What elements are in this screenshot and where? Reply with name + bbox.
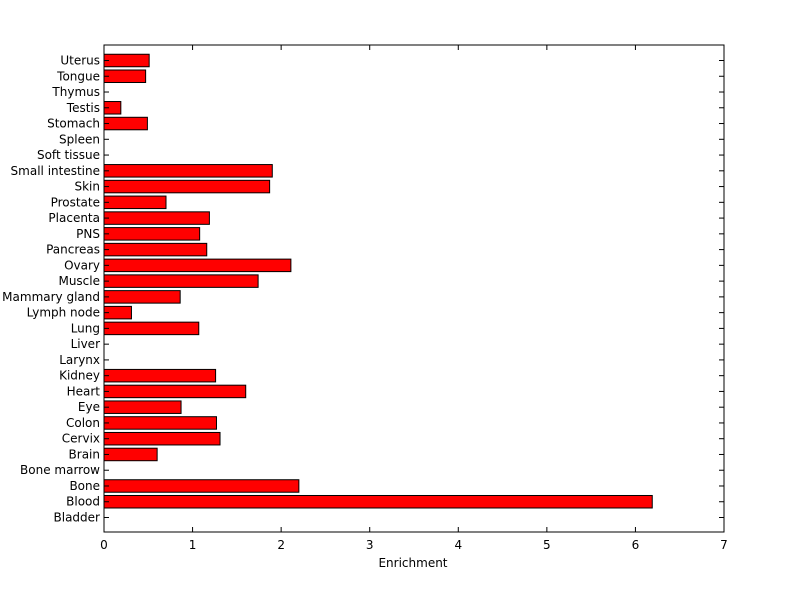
- x-axis-title: Enrichment: [378, 556, 447, 570]
- x-tick-label-1: 1: [189, 538, 197, 552]
- y-tick-label-larynx: Larynx: [59, 353, 100, 367]
- y-tick-label-stomach: Stomach: [47, 117, 100, 131]
- bar-ovary: [103, 258, 292, 273]
- y-tick-label-uterus: Uterus: [60, 54, 100, 68]
- bar-cervix: [103, 431, 221, 446]
- x-tick-label-6: 6: [632, 538, 640, 552]
- y-tick-label-bone: Bone: [69, 479, 100, 493]
- y-tick-label-placenta: Placenta: [48, 211, 100, 225]
- bar-blood: [103, 494, 653, 509]
- bar-placenta: [103, 211, 210, 225]
- y-tick-label-testis: Testis: [66, 101, 100, 115]
- plot-area: [103, 44, 725, 533]
- y-tick-label-cervix: Cervix: [62, 432, 100, 446]
- y-tick-label-tongue: Tongue: [56, 69, 100, 83]
- x-axis-ticks: 0 1 2 3 4 5 6 7: [100, 45, 728, 552]
- bar-bone: [103, 479, 300, 493]
- bar-kidney: [103, 368, 217, 383]
- bar-heart: [103, 384, 247, 399]
- y-tick-label-bone-marrow: Bone marrow: [20, 463, 100, 477]
- y-tick-label-pns: PNS: [76, 227, 100, 241]
- x-tick-label-3: 3: [366, 538, 374, 552]
- y-tick-label-lung: Lung: [71, 321, 100, 335]
- y-tick-label-brain: Brain: [69, 447, 100, 461]
- bar-colon: [103, 416, 217, 430]
- bar-mammary-gland: [103, 290, 181, 304]
- x-tick-label-2: 2: [277, 538, 285, 552]
- bar-lung: [103, 321, 200, 336]
- y-tick-label-eye: Eye: [78, 400, 100, 414]
- bar-small-intestine: [103, 164, 273, 178]
- x-tick-label-7: 7: [720, 538, 728, 552]
- y-tick-label-colon: Colon: [66, 416, 100, 430]
- bar-skin: [103, 179, 271, 194]
- bar-tongue: [103, 69, 147, 84]
- y-tick-label-spleen: Spleen: [59, 132, 100, 146]
- y-tick-label-liver: Liver: [71, 337, 101, 351]
- bar-eye: [103, 400, 182, 414]
- bar-brain: [103, 447, 158, 462]
- bar-pns: [103, 227, 201, 241]
- y-tick-label-lymph-node: Lymph node: [27, 306, 100, 320]
- y-tick-label-ovary: Ovary: [64, 258, 100, 272]
- bar-stomach: [103, 116, 148, 131]
- x-tick-label-4: 4: [454, 538, 462, 552]
- bar-muscle: [103, 274, 259, 288]
- y-tick-label-prostate: Prostate: [51, 195, 100, 209]
- y-tick-label-pancreas: Pancreas: [46, 243, 100, 257]
- x-tick-label-0: 0: [100, 538, 108, 552]
- y-tick-label-muscle: Muscle: [58, 274, 100, 288]
- y-tick-label-thymus: Thymus: [51, 85, 100, 99]
- y-tick-label-small-intestine: Small intestine: [11, 164, 100, 178]
- y-tick-label-heart: Heart: [67, 384, 101, 398]
- y-tick-label-bladder: Bladder: [54, 511, 101, 525]
- y-tick-label-blood: Blood: [66, 495, 100, 509]
- bar-prostate: [103, 195, 167, 210]
- y-tick-label-mammary-gland: Mammary gland: [2, 290, 100, 304]
- y-tick-label-soft-tissue: Soft tissue: [37, 148, 100, 162]
- y-tick-label-kidney: Kidney: [59, 369, 100, 383]
- bar-pancreas: [103, 242, 208, 257]
- bar-uterus: [103, 53, 150, 68]
- y-tick-label-skin: Skin: [74, 180, 100, 194]
- x-tick-label-5: 5: [543, 538, 551, 552]
